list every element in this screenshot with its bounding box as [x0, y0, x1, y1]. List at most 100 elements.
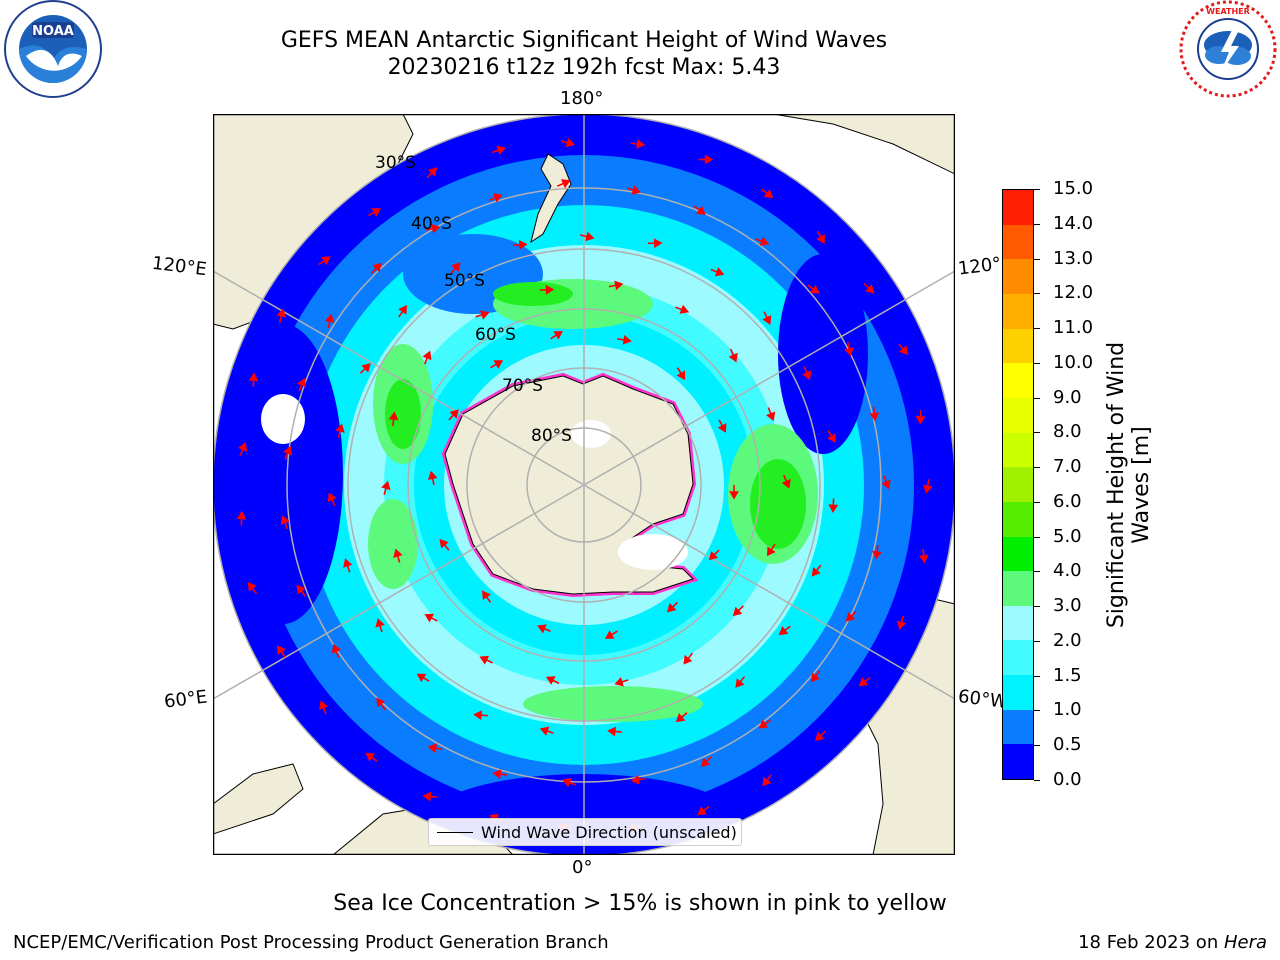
lon-label-60w: 60°W — [956, 686, 1009, 713]
colorbar-band — [1003, 571, 1033, 606]
wind-wave-arrowhead — [282, 445, 293, 456]
colorbar-tick-mark — [1034, 745, 1040, 747]
colorbar-band — [1003, 744, 1033, 779]
wind-wave-arrowhead — [814, 731, 825, 741]
wind-wave-arrowhead — [388, 411, 399, 421]
colorbar-band — [1003, 363, 1033, 398]
wind-wave-arrowhead — [248, 372, 259, 382]
wind-wave-arrowhead — [439, 538, 449, 549]
wind-wave-arrowhead — [700, 757, 711, 768]
colorbar-band — [1003, 536, 1033, 572]
wind-wave-arrowhead — [321, 256, 331, 266]
wind-wave-arrowhead — [280, 515, 290, 525]
polar-map: 30°S 40°S 50°S 60°S 70°S 80°S — [212, 113, 956, 856]
wind-wave-arrowhead — [802, 370, 812, 381]
wind-wave-arrowhead — [607, 726, 617, 737]
wind-wave-arrowhead — [375, 618, 385, 628]
colorbar-band — [1003, 432, 1033, 468]
legend-line-swatch — [437, 831, 473, 833]
colorbar-tick-label: 1.0 — [1053, 699, 1082, 721]
lat-label-40: 40°S — [411, 214, 452, 234]
wind-wave-arrowhead — [545, 676, 556, 685]
wind-wave-arrowhead — [729, 491, 739, 500]
wind-wave-arrowhead — [604, 630, 615, 639]
wind-wave-arrowhead — [614, 677, 624, 687]
wind-wave-arrowhead — [762, 776, 772, 787]
wind-wave-arrowhead — [296, 584, 306, 595]
colorbar-tick-mark — [1034, 780, 1040, 781]
colorbar-tick-label: 1.5 — [1053, 664, 1082, 686]
wind-wave-arrowhead — [728, 352, 738, 363]
wind-wave-arrowhead — [766, 546, 776, 557]
wind-wave-arrowhead — [324, 313, 335, 323]
sea-ice-note: Sea Ice Concentration > 15% is shown in … — [333, 891, 947, 916]
wind-wave-arrowhead — [781, 479, 791, 489]
wind-wave-arrowhead — [881, 479, 891, 490]
colorbar-tick-label: 7.0 — [1053, 456, 1082, 478]
colorbar-tick-mark — [1034, 189, 1040, 190]
wind-wave-arrowhead — [277, 645, 286, 655]
wind-wave-arrowhead — [365, 752, 376, 762]
colorbar-label-line1: Significant Height of Wind — [1104, 341, 1129, 629]
wind-wave-arrowhead — [480, 310, 490, 320]
wind-wave-arrowhead — [675, 713, 686, 723]
wind-wave-arrowhead — [398, 304, 407, 315]
wind-wave-arrowhead — [872, 550, 882, 560]
colorbar-tick-mark — [1034, 328, 1040, 330]
colorbar-tick-label: 5.0 — [1053, 525, 1082, 547]
wind-wave-arrowhead — [562, 778, 572, 788]
wind-wave-arrowhead — [297, 377, 307, 388]
colorbar-tick-label: 9.0 — [1053, 386, 1082, 408]
chart-title-line2: 20230216 t12z 192h fcst Max: 5.43 — [387, 55, 781, 80]
wind-wave-arrowhead — [545, 284, 555, 295]
wind-wave-arrowhead — [828, 504, 839, 513]
colorbar-tick-label: 11.0 — [1053, 317, 1094, 339]
colorbar-tick-label: 4.0 — [1053, 560, 1082, 582]
colorbar-tick-label: 0.0 — [1053, 769, 1082, 790]
map-legend: Wind Wave Direction (unscaled) — [428, 818, 742, 846]
wind-wave-arrowhead — [636, 139, 646, 149]
wind-wave-arrowhead — [427, 470, 438, 480]
footer-date-text: 18 Feb 2023 on — [1078, 932, 1224, 953]
svg-text:WEATHER: WEATHER — [1206, 7, 1250, 16]
wind-wave-arrowhead — [422, 791, 432, 802]
wind-wave-arrowhead — [704, 154, 714, 165]
colorbar-band — [1003, 501, 1033, 537]
wind-wave-arrowhead — [539, 726, 550, 736]
wind-wave-arrowhead — [331, 643, 341, 654]
wind-wave-arrowhead — [763, 189, 774, 199]
chart-title-line1: GEFS MEAN Antarctic Significant Height o… — [280, 28, 888, 53]
colorbar-tick-mark — [1034, 258, 1040, 260]
colorbar-tick-label: 15.0 — [1053, 178, 1094, 199]
colorbar-tick-label: 12.0 — [1053, 282, 1094, 304]
wind-wave-arrowhead — [276, 308, 287, 318]
wind-wave-arrowhead — [381, 480, 391, 491]
colorbar-tick-label: 0.5 — [1053, 734, 1082, 756]
wind-wave-arrowhead — [809, 284, 820, 294]
nws-logo: WEATHER — [1177, 0, 1279, 100]
wind-wave-arrowhead — [479, 655, 490, 665]
wind-wave-arrowhead — [537, 624, 547, 634]
wind-wave-arrowhead — [653, 238, 663, 249]
wind-wave-arrowhead — [427, 743, 437, 754]
colorbar — [1002, 189, 1034, 780]
wind-wave-arrowhead — [869, 412, 880, 422]
wind-wave-arrowhead — [424, 613, 435, 623]
wind-wave-arrowhead — [810, 672, 820, 683]
wind-wave-arrowhead — [922, 484, 933, 494]
map-frame: 30°S 40°S 50°S 60°S 70°S 80°S — [212, 113, 956, 856]
lat-label-70: 70°S — [502, 376, 543, 396]
wind-wave-arrowhead — [676, 370, 686, 381]
colorbar-tick-label: 2.0 — [1053, 629, 1082, 651]
wind-wave-arrowhead — [844, 347, 854, 357]
wind-wave-arrowhead — [335, 423, 345, 433]
wind-wave-arrowhead — [416, 673, 427, 683]
wind-wave-arrowhead — [371, 208, 382, 217]
lon-label-60e: 60°E — [162, 686, 209, 713]
colorbar-band — [1003, 709, 1033, 745]
lon-label-180: 180° — [560, 88, 604, 109]
wind-wave-arrowhead — [708, 550, 719, 561]
wind-wave-arrowhead — [696, 205, 706, 215]
wind-wave-arrowhead — [518, 239, 528, 250]
wind-wave-arrowhead — [427, 167, 438, 177]
